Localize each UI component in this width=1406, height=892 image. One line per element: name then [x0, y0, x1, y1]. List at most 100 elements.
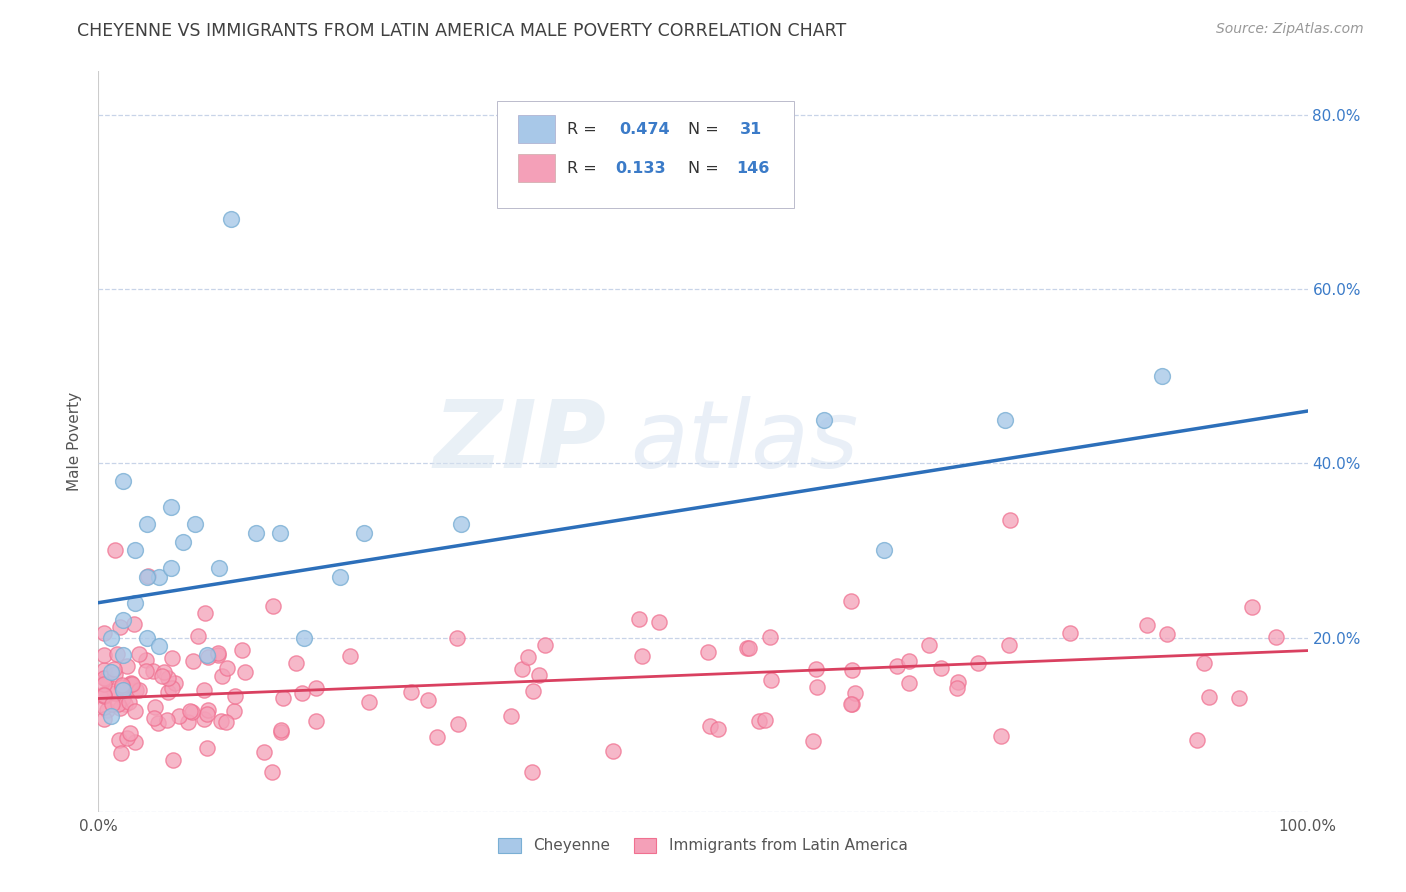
Point	[839, 698, 862, 712]
Point	[707, 722, 730, 736]
Point	[107, 733, 129, 747]
Text: ZIP: ZIP	[433, 395, 606, 488]
Point	[253, 745, 276, 759]
Text: R =: R =	[568, 161, 602, 176]
Point	[602, 744, 624, 758]
Text: Source: ZipAtlas.com: Source: ZipAtlas.com	[1216, 22, 1364, 37]
Point	[738, 640, 761, 655]
Point	[93, 671, 115, 685]
Point	[121, 677, 143, 691]
Point	[1156, 626, 1178, 640]
Point	[1136, 618, 1159, 632]
Point	[100, 709, 122, 723]
Point	[759, 630, 782, 644]
Point	[994, 413, 1017, 427]
Point	[180, 705, 202, 719]
Point	[104, 667, 127, 681]
Point	[122, 616, 145, 631]
Point	[214, 714, 236, 729]
Text: 146: 146	[737, 161, 770, 176]
Point	[120, 726, 142, 740]
Point	[110, 746, 132, 760]
Point	[211, 668, 233, 682]
Point	[148, 639, 170, 653]
Point	[197, 703, 219, 717]
Point	[1227, 690, 1250, 705]
Point	[128, 682, 150, 697]
Point	[93, 648, 115, 662]
Text: R =: R =	[568, 121, 602, 136]
Point	[128, 647, 150, 661]
Point	[118, 676, 141, 690]
Text: N =: N =	[689, 161, 724, 176]
Legend: Cheyenne, Immigrants from Latin America: Cheyenne, Immigrants from Latin America	[492, 832, 914, 860]
Point	[929, 661, 952, 675]
Point	[534, 638, 557, 652]
Point	[339, 648, 361, 663]
Point	[100, 631, 122, 645]
Point	[754, 713, 776, 727]
Bar	[517, 115, 555, 144]
Point	[873, 543, 896, 558]
Point	[179, 704, 201, 718]
Point	[160, 500, 183, 514]
Point	[153, 665, 176, 679]
Point	[522, 684, 544, 698]
Point	[103, 662, 125, 676]
Point	[841, 697, 863, 711]
Point	[110, 620, 132, 634]
Text: 0.474: 0.474	[619, 121, 669, 136]
Point	[103, 683, 125, 698]
Point	[172, 534, 194, 549]
Point	[156, 672, 179, 686]
Point	[966, 656, 988, 670]
Point	[886, 659, 908, 673]
Point	[450, 517, 472, 532]
Point	[207, 646, 229, 660]
Point	[520, 764, 543, 779]
Point	[946, 675, 969, 690]
Point	[162, 753, 184, 767]
Point	[1059, 625, 1081, 640]
Point	[111, 474, 134, 488]
Point	[111, 613, 134, 627]
Point	[184, 517, 207, 532]
Point	[917, 638, 939, 652]
Point	[357, 695, 380, 709]
Point	[844, 686, 866, 700]
Point	[143, 700, 166, 714]
Point	[135, 664, 157, 678]
Point	[998, 513, 1021, 527]
Point	[160, 681, 183, 695]
Point	[93, 689, 115, 703]
Point	[135, 652, 157, 666]
Point	[100, 697, 122, 711]
Point	[699, 719, 721, 733]
Point	[305, 681, 328, 695]
Point	[136, 569, 159, 583]
Point	[100, 665, 122, 680]
Point	[945, 681, 967, 695]
Point	[115, 658, 138, 673]
Point	[401, 685, 423, 699]
Point	[105, 647, 128, 661]
Point	[990, 730, 1012, 744]
Point	[806, 680, 828, 694]
Point	[292, 631, 315, 645]
Point	[1240, 600, 1263, 615]
Point	[125, 682, 148, 697]
Point	[124, 543, 146, 558]
Point	[841, 594, 863, 608]
Point	[93, 689, 115, 703]
Point	[245, 526, 267, 541]
Point	[813, 413, 835, 427]
Text: atlas: atlas	[630, 396, 859, 487]
Point	[181, 654, 204, 668]
Point	[748, 714, 770, 728]
Point	[208, 561, 231, 575]
Point	[761, 673, 783, 687]
Point	[270, 723, 292, 738]
Point	[193, 712, 215, 726]
Point	[107, 697, 129, 711]
Point	[195, 740, 218, 755]
